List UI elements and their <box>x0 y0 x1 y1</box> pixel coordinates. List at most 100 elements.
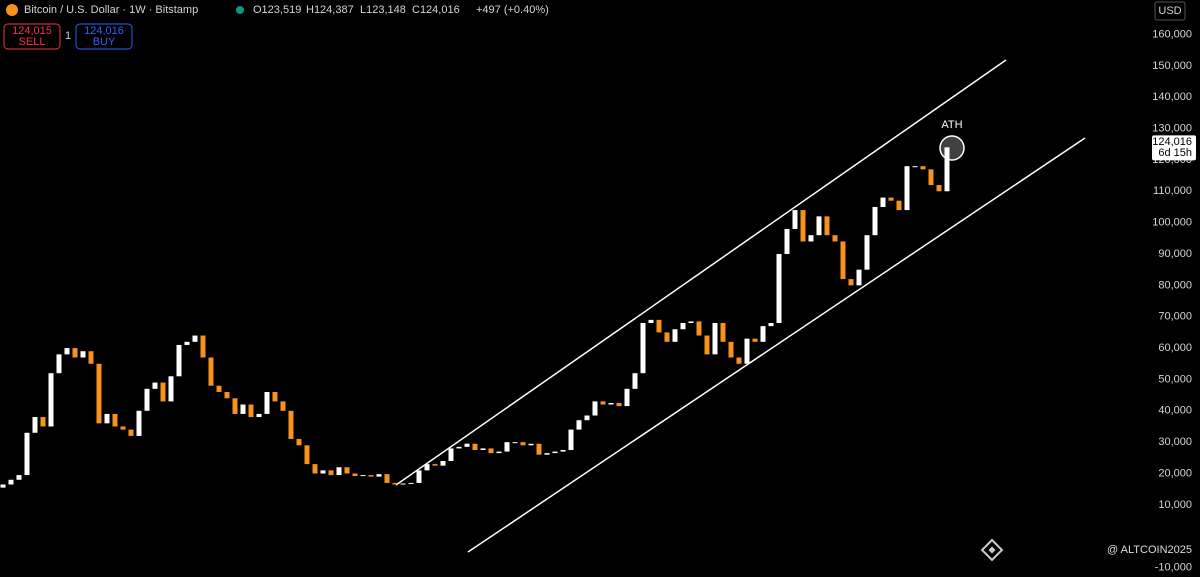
symbol-title: Bitcoin / U.S. Dollar · 1W · Bitstamp <box>24 4 198 16</box>
y-tick-label: 20,000 <box>1158 467 1192 479</box>
candle-body <box>256 413 262 418</box>
y-tick-label: 130,000 <box>1152 122 1192 134</box>
candle-body <box>184 341 190 345</box>
candles <box>0 147 950 488</box>
last-price-box <box>1152 135 1196 161</box>
candle-body <box>704 335 710 355</box>
candle-body <box>176 344 182 377</box>
candle-body <box>208 357 214 386</box>
candle-body <box>224 391 230 399</box>
candle-body <box>736 357 742 364</box>
candle-body <box>0 484 6 488</box>
buy-price: 124,016 <box>84 25 124 37</box>
ohlc-close: C124,016 <box>412 4 460 16</box>
candle-body <box>888 197 894 201</box>
candle-body <box>48 373 54 427</box>
candle-body <box>848 279 854 286</box>
candle-body <box>120 426 126 430</box>
candle-body <box>320 470 326 474</box>
candle-body <box>104 413 110 424</box>
candle-body <box>592 401 598 416</box>
y-tick-label: 90,000 <box>1158 248 1192 260</box>
candle-body <box>776 254 782 323</box>
candle-body <box>24 432 30 476</box>
candle-body <box>520 442 526 446</box>
candle-body <box>336 467 342 476</box>
candle-body <box>856 269 862 286</box>
countdown: 6d 15h <box>1158 147 1192 159</box>
candle-body <box>904 166 910 211</box>
candle-body <box>392 482 398 485</box>
candle-body <box>352 473 358 477</box>
candle-body <box>472 443 478 450</box>
candle-body <box>712 322 718 355</box>
candle-body <box>72 348 78 358</box>
candle-body <box>800 210 806 242</box>
y-tick-label: 10,000 <box>1158 499 1192 511</box>
candle-body <box>64 348 70 355</box>
y-tick-label: -10,000 <box>1155 561 1192 573</box>
candle-body <box>32 417 38 433</box>
currency-button[interactable] <box>1154 1 1186 21</box>
y-tick-label: 40,000 <box>1158 405 1192 417</box>
candle-body <box>752 338 758 342</box>
y-tick-label: 30,000 <box>1158 436 1192 448</box>
y-tick-label: 50,000 <box>1158 373 1192 385</box>
candle-body <box>248 404 254 418</box>
ohlc-change: +497 (+0.40%) <box>476 4 549 16</box>
candle-body <box>584 415 590 421</box>
candle-body <box>240 404 246 414</box>
candle-body <box>792 210 798 229</box>
candle-body <box>648 319 654 323</box>
candle-body <box>344 467 350 474</box>
candle-body <box>504 442 510 452</box>
candle-body <box>576 420 582 430</box>
candle-body <box>424 464 430 471</box>
candle-body <box>128 429 134 436</box>
candle-body <box>88 351 94 364</box>
candle-body <box>152 382 158 389</box>
candle-body <box>200 335 206 358</box>
channel-lower <box>467 137 1086 553</box>
candle-body <box>936 185 942 192</box>
candle-body <box>328 470 334 476</box>
candle-body <box>616 402 622 407</box>
currency: USD <box>1158 5 1181 17</box>
buy-button[interactable] <box>75 23 133 50</box>
candle-body <box>728 341 734 358</box>
y-tick-label: 110,000 <box>1153 185 1192 197</box>
candle-body <box>400 483 406 485</box>
y-tick-label: 140,000 <box>1152 91 1192 103</box>
candle-body <box>56 354 62 374</box>
candle-body <box>880 197 886 207</box>
price-axis: 160,000150,000140,000130,000120,000110,0… <box>1148 28 1196 573</box>
status-dot <box>236 6 244 14</box>
candle-body <box>360 475 366 477</box>
candle-body <box>272 391 278 402</box>
candle-body <box>696 321 702 336</box>
candle-body <box>896 200 902 211</box>
candle-body <box>160 382 166 402</box>
candle-body <box>864 235 870 270</box>
watermark: @ ALTCOIN2025 <box>1107 544 1192 556</box>
candle-body <box>80 351 86 358</box>
ath-label: ATH <box>941 119 962 131</box>
candle-body <box>136 410 142 436</box>
candle-body <box>144 388 150 411</box>
candle-body <box>432 464 438 466</box>
candle-body <box>544 453 550 455</box>
candle-body <box>656 319 662 333</box>
candle-body <box>16 475 22 480</box>
spread: 1 <box>65 30 71 42</box>
candle-body <box>608 402 614 405</box>
candle-body <box>664 332 670 342</box>
candle-body <box>600 401 606 405</box>
candle-body <box>312 464 318 474</box>
candle-body <box>264 391 270 414</box>
sell-button[interactable] <box>3 23 61 50</box>
ohlc-open: O123,519 <box>253 4 301 16</box>
candle-body <box>624 388 630 407</box>
candle-body <box>816 216 822 236</box>
sell-label: SELL <box>19 36 46 48</box>
candle-body <box>376 474 382 477</box>
